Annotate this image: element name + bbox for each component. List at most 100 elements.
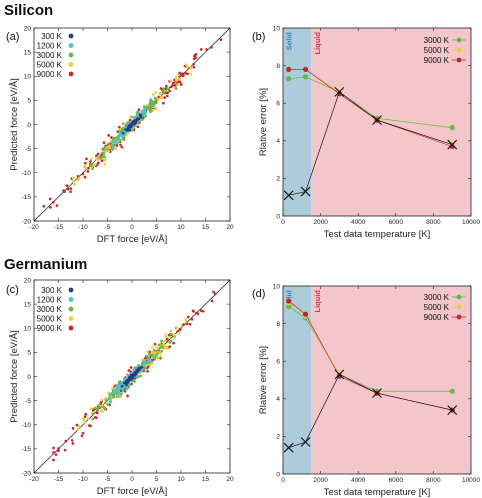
scatter-point xyxy=(116,385,120,389)
scatter-point xyxy=(65,184,69,188)
scatter-point xyxy=(133,380,136,383)
y-tick-label: 20 xyxy=(24,25,32,32)
scatter-point xyxy=(143,359,146,363)
scatter-point xyxy=(104,150,108,153)
scatter-point xyxy=(102,148,106,151)
legend-marker xyxy=(456,37,462,43)
legend-marker xyxy=(456,47,462,53)
scatter-point xyxy=(99,405,103,409)
data-point xyxy=(286,66,292,72)
scatter-point xyxy=(152,93,155,96)
scatter-point xyxy=(169,332,173,336)
scatter-point xyxy=(165,345,169,348)
scatter-point xyxy=(124,131,128,135)
data-point xyxy=(302,74,309,80)
y-tick-label: 0 xyxy=(27,374,31,381)
scatter-point xyxy=(112,395,116,399)
scatter-point xyxy=(75,423,79,427)
scatter-point xyxy=(172,81,175,85)
y-axis-label: Rlative error [%] xyxy=(258,88,269,156)
scatter-point xyxy=(96,152,100,156)
scatter-point xyxy=(154,354,158,357)
scatter-point xyxy=(93,416,97,419)
x-marker xyxy=(372,115,382,126)
scatter-point xyxy=(51,200,55,204)
scatter-point xyxy=(129,115,132,119)
scatter-point xyxy=(54,453,58,456)
scatter-point xyxy=(169,79,172,83)
scatter-point xyxy=(129,366,133,369)
scatter-point xyxy=(52,446,55,450)
scatter-point xyxy=(64,439,68,443)
x-marker xyxy=(283,190,294,201)
scatter-point xyxy=(107,145,111,149)
scatter-point xyxy=(105,396,108,400)
data-point xyxy=(286,76,292,82)
panel-label: (c) xyxy=(6,284,19,296)
scatter-point xyxy=(118,138,121,141)
scatter-point xyxy=(77,176,81,180)
scatter-point xyxy=(125,386,129,390)
y-tick-label: -15 xyxy=(22,446,32,453)
y-tick-label: 20 xyxy=(24,277,32,284)
scatter-point xyxy=(127,369,131,372)
scatter-point xyxy=(99,409,103,413)
legend-marker xyxy=(456,304,462,310)
y-tick-label: -15 xyxy=(22,194,32,201)
scatter-point xyxy=(168,345,172,349)
scatter-point xyxy=(95,154,98,158)
scatter-point xyxy=(151,350,155,354)
x-marker xyxy=(334,369,345,380)
y-tick-label: 2 xyxy=(276,434,280,441)
y-tick-label: 0 xyxy=(276,471,280,478)
scatter-point xyxy=(141,367,145,371)
scatter-point xyxy=(103,163,107,166)
scatter-point xyxy=(122,138,126,142)
scatter-point xyxy=(171,83,175,87)
scatter-point xyxy=(103,158,106,162)
scatter-point xyxy=(166,87,169,91)
legend-marker xyxy=(68,52,74,58)
x-tick-label: 10 xyxy=(177,476,185,483)
scatter-point xyxy=(71,176,75,180)
x-tick-label: 8000 xyxy=(426,219,441,226)
series-300k xyxy=(120,365,144,388)
scatter-point xyxy=(139,118,143,121)
scatter-point xyxy=(89,157,93,161)
scatter-point xyxy=(178,328,182,332)
legend-label: 3000 K xyxy=(37,51,63,60)
scatter-point xyxy=(166,94,169,98)
scatter-point xyxy=(80,434,84,438)
scatter-point xyxy=(195,311,198,315)
section-title-germanium: Germanium xyxy=(4,256,88,273)
scatter-point xyxy=(117,134,120,138)
scatter-point xyxy=(126,373,130,377)
scatter-point xyxy=(136,117,140,120)
legend-marker xyxy=(68,287,74,293)
scatter-point xyxy=(83,175,87,179)
data-point xyxy=(286,298,292,304)
scatter-point xyxy=(71,442,75,445)
scatter-point xyxy=(169,85,173,89)
scatter-point xyxy=(49,205,52,209)
scatter-point xyxy=(140,365,144,369)
scatter-point xyxy=(84,412,88,416)
legend-marker xyxy=(456,294,462,300)
scatter-point xyxy=(121,389,125,392)
scatter-point xyxy=(97,404,100,408)
scatter-point xyxy=(126,126,130,129)
scatter-point xyxy=(192,65,196,69)
scatter-point xyxy=(97,161,100,165)
legend-marker xyxy=(68,316,74,321)
x-tick-label: 5 xyxy=(155,476,159,483)
scatter-point xyxy=(169,329,173,333)
scatter-point xyxy=(158,346,162,350)
scatter-point xyxy=(120,385,124,388)
scatter-point xyxy=(107,142,111,145)
scatter-point xyxy=(86,417,90,420)
y-tick-label: 4 xyxy=(276,396,280,403)
scatter-point xyxy=(156,356,160,360)
scatter-point xyxy=(69,190,72,194)
legend-label: 9000 K xyxy=(37,324,63,333)
scatter-point xyxy=(113,140,117,144)
